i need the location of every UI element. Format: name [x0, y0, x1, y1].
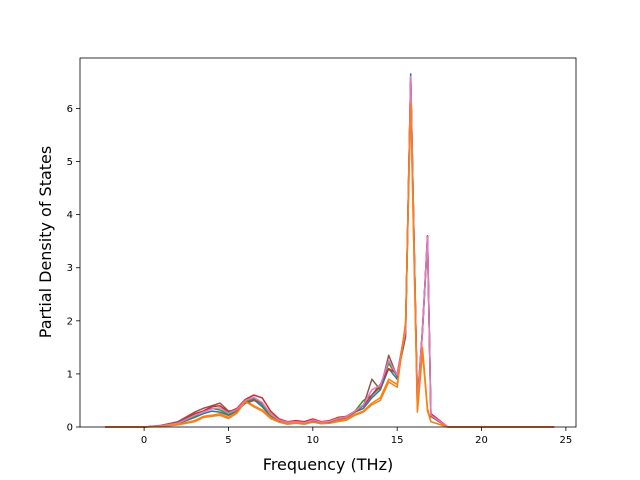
x-tick-label: 0	[141, 435, 147, 446]
y-tick-label: 0	[67, 423, 73, 434]
x-tick-label: 25	[560, 435, 573, 446]
x-tick-label: 15	[391, 435, 404, 446]
y-tick-label: 5	[67, 157, 73, 168]
x-tick-label: 20	[475, 435, 488, 446]
plot-lines	[105, 73, 555, 428]
x-axis-ticks: 0 5 10 15 20 25	[141, 427, 572, 446]
y-tick-label: 3	[67, 263, 73, 274]
series-line-7	[105, 102, 555, 428]
y-axis-label: Partial Density of States	[36, 146, 55, 338]
axes-frame	[79, 57, 577, 428]
x-tick-label: 10	[306, 435, 319, 446]
y-tick-label: 2	[67, 316, 73, 327]
y-axis-ticks: 0 1 2 3 4 5 6	[67, 104, 80, 434]
x-tick-label: 5	[225, 435, 231, 446]
x-axis-label: Frequency (THz)	[263, 455, 393, 474]
y-tick-label: 4	[67, 210, 73, 221]
y-tick-label: 6	[67, 104, 73, 115]
y-tick-label: 1	[67, 369, 73, 380]
